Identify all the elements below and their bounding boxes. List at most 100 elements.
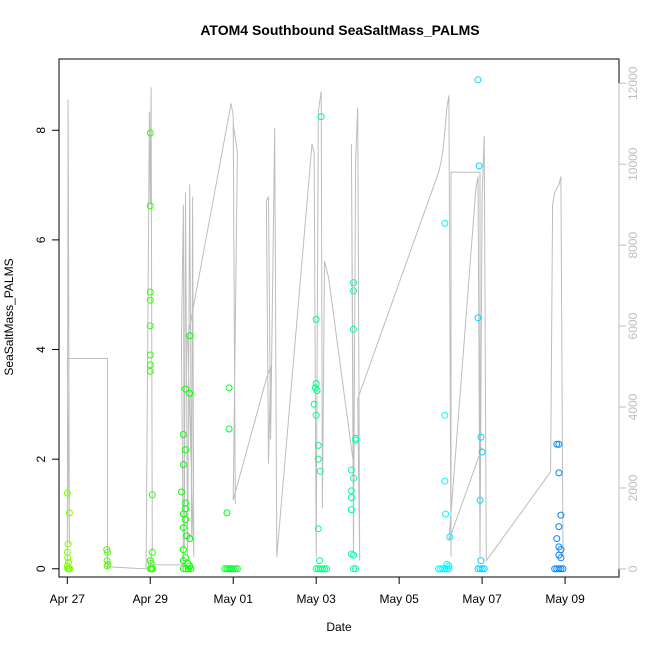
data-point bbox=[352, 436, 360, 444]
secondary-y-axis: 0 2000 4000 6000 8000 10000 12000 bbox=[618, 66, 640, 572]
x-tick-label: Apr 27 bbox=[50, 592, 86, 606]
data-point bbox=[179, 565, 187, 573]
data-point bbox=[146, 296, 154, 304]
data-point bbox=[186, 389, 194, 397]
data-point bbox=[445, 565, 453, 573]
data-point bbox=[225, 425, 233, 433]
data-point bbox=[313, 387, 321, 395]
data-point bbox=[316, 467, 324, 475]
x-tick-label: Apr 29 bbox=[133, 592, 169, 606]
data-point bbox=[146, 322, 154, 330]
data-point bbox=[555, 469, 563, 477]
y-tick-label: 8 bbox=[34, 127, 48, 134]
data-point bbox=[476, 496, 484, 504]
data-point bbox=[316, 557, 323, 565]
data-point bbox=[146, 367, 154, 375]
data-point bbox=[182, 499, 189, 507]
data-point bbox=[555, 523, 563, 531]
data-point bbox=[314, 525, 322, 533]
data-point bbox=[350, 551, 357, 559]
data-point bbox=[177, 488, 185, 496]
data-point bbox=[64, 565, 72, 573]
data-point bbox=[347, 466, 355, 474]
data-point bbox=[555, 565, 563, 573]
y2-tick-label: 10000 bbox=[626, 147, 640, 181]
data-point bbox=[179, 461, 187, 469]
data-point bbox=[478, 565, 486, 573]
plot-frame bbox=[58, 58, 620, 578]
data-point bbox=[557, 511, 565, 519]
y2-tick-label: 6000 bbox=[626, 312, 640, 339]
y-axis-label: SeaSaltMass_PALMS bbox=[2, 258, 16, 375]
chart-title: ATOM4 Southbound SeaSaltMass_PALMS bbox=[200, 22, 479, 38]
data-point bbox=[103, 562, 111, 570]
x-tick-label: May 03 bbox=[297, 592, 337, 606]
data-point bbox=[225, 565, 233, 573]
data-point bbox=[557, 565, 565, 573]
data-point bbox=[64, 540, 72, 548]
data-point bbox=[474, 314, 482, 322]
data-point bbox=[321, 565, 328, 573]
data-point bbox=[480, 565, 488, 573]
data-point bbox=[182, 515, 189, 523]
right-axis-series bbox=[66, 87, 564, 570]
data-point bbox=[477, 433, 485, 441]
right-series-line bbox=[66, 87, 564, 570]
data-point bbox=[441, 219, 449, 227]
data-point bbox=[149, 565, 157, 573]
data-point bbox=[148, 548, 156, 556]
data-point bbox=[553, 440, 561, 448]
data-point bbox=[553, 535, 561, 543]
data-point bbox=[350, 279, 357, 287]
data-point bbox=[443, 560, 451, 568]
data-point bbox=[314, 441, 322, 449]
data-point bbox=[186, 535, 194, 543]
data-point bbox=[310, 400, 318, 408]
y2-tick-label: 2000 bbox=[626, 474, 640, 501]
x-tick-label: May 05 bbox=[379, 592, 419, 606]
data-points bbox=[63, 76, 567, 573]
data-point bbox=[225, 384, 233, 392]
data-point bbox=[350, 325, 357, 333]
data-point bbox=[347, 494, 355, 501]
data-point bbox=[477, 557, 485, 565]
data-point bbox=[318, 565, 326, 573]
data-point bbox=[475, 162, 483, 170]
data-point bbox=[179, 431, 187, 438]
data-point bbox=[312, 315, 320, 323]
data-point bbox=[186, 332, 194, 340]
data-point bbox=[103, 557, 111, 565]
data-point bbox=[65, 558, 72, 566]
data-point bbox=[182, 565, 190, 573]
y-axis: 0 2 4 6 8 bbox=[34, 127, 60, 572]
x-axis-label: Date bbox=[326, 620, 352, 634]
data-point bbox=[557, 554, 565, 562]
data-point bbox=[179, 546, 187, 554]
data-point bbox=[555, 440, 563, 448]
x-axis: Apr 27 Apr 29 May 01 May 03 May 05 May 07 May … bbox=[50, 576, 585, 606]
x-tick-label: May 07 bbox=[462, 592, 502, 606]
y-tick-label: 2 bbox=[34, 455, 48, 462]
data-point bbox=[63, 489, 71, 497]
data-point bbox=[229, 565, 237, 573]
data-point bbox=[352, 565, 360, 573]
data-point bbox=[350, 287, 357, 295]
data-point bbox=[350, 565, 357, 573]
data-point bbox=[223, 509, 231, 517]
data-point bbox=[184, 565, 192, 573]
y-tick-label: 4 bbox=[34, 346, 48, 353]
x-tick-label: May 01 bbox=[214, 592, 254, 606]
data-point bbox=[64, 554, 72, 562]
data-point bbox=[442, 510, 450, 518]
y2-tick-label: 4000 bbox=[626, 393, 640, 420]
data-point bbox=[146, 351, 154, 359]
data-point bbox=[65, 509, 73, 517]
data-point bbox=[182, 385, 189, 393]
data-point bbox=[474, 76, 482, 84]
data-point bbox=[559, 565, 567, 573]
data-point bbox=[182, 446, 189, 454]
data-point bbox=[350, 474, 357, 482]
data-point bbox=[446, 533, 454, 541]
data-point bbox=[227, 565, 235, 573]
